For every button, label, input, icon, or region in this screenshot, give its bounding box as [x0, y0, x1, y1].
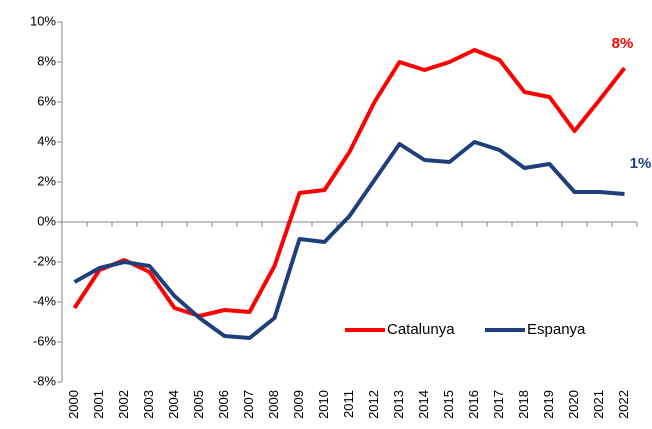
x-tick-label: 2011 [341, 390, 356, 418]
x-tick-label: 2005 [191, 390, 206, 419]
x-tick-label: 2014 [416, 390, 431, 419]
x-tick-label: 2020 [566, 390, 581, 419]
x-tick-label: 2001 [91, 390, 106, 419]
x-tick-label: 2015 [441, 390, 456, 419]
x-tick-label: 2016 [466, 390, 481, 419]
y-tick-label: 6% [37, 93, 56, 108]
y-tick-label: -8% [33, 373, 57, 388]
y-tick-label: 2% [37, 173, 56, 188]
end-label: 8% [612, 35, 634, 52]
x-tick-label: 2007 [241, 390, 256, 419]
x-tick-label: 2019 [541, 390, 556, 419]
y-tick-label: -6% [33, 333, 57, 348]
x-tick-label: 2002 [116, 390, 131, 419]
line-series [73, 140, 625, 340]
y-tick-label: 0% [37, 213, 56, 228]
x-tick-label: 2012 [366, 390, 381, 419]
x-tick-label: 2022 [616, 390, 631, 419]
x-tick-label: 2008 [266, 390, 281, 419]
x-tick-label: 2013 [391, 390, 406, 419]
y-tick-label: -4% [33, 293, 57, 308]
x-tick-label: 2004 [166, 390, 181, 419]
y-tick-label: 4% [37, 133, 56, 148]
x-tick-label: 2006 [216, 390, 231, 419]
line-series [72, 48, 627, 318]
x-tick-label: 2010 [316, 390, 331, 419]
x-tick-label: 2003 [141, 390, 156, 419]
y-tick-label: -2% [33, 253, 57, 268]
x-tick-label: 2017 [491, 390, 506, 419]
y-tick-label: 8% [37, 53, 56, 68]
end-label: 1% [630, 155, 652, 172]
x-tick-label: 2018 [516, 390, 531, 419]
x-tick-label: 2009 [291, 390, 306, 419]
x-tick-label: 2000 [66, 390, 81, 419]
legend-label: Catalunya [387, 321, 455, 338]
x-tick-label: 2021 [591, 390, 606, 419]
legend-label: Espanya [527, 321, 586, 338]
y-tick-label: 10% [30, 13, 56, 28]
